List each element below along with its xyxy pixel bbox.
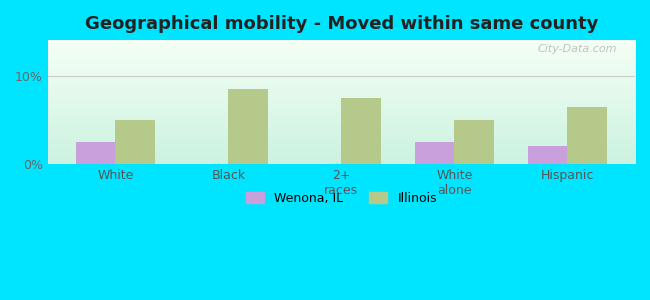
Bar [116,120,155,164]
Bar [415,142,454,164]
Bar [454,120,494,164]
Legend: Wenona, IL, Illinois: Wenona, IL, Illinois [240,187,442,210]
Text: City-Data.com: City-Data.com [538,44,617,54]
Bar [341,98,381,164]
Title: Geographical mobility - Moved within same county: Geographical mobility - Moved within sam… [84,15,598,33]
Bar [228,89,268,164]
Bar [567,106,606,164]
Bar [76,142,116,164]
Bar [528,146,567,164]
